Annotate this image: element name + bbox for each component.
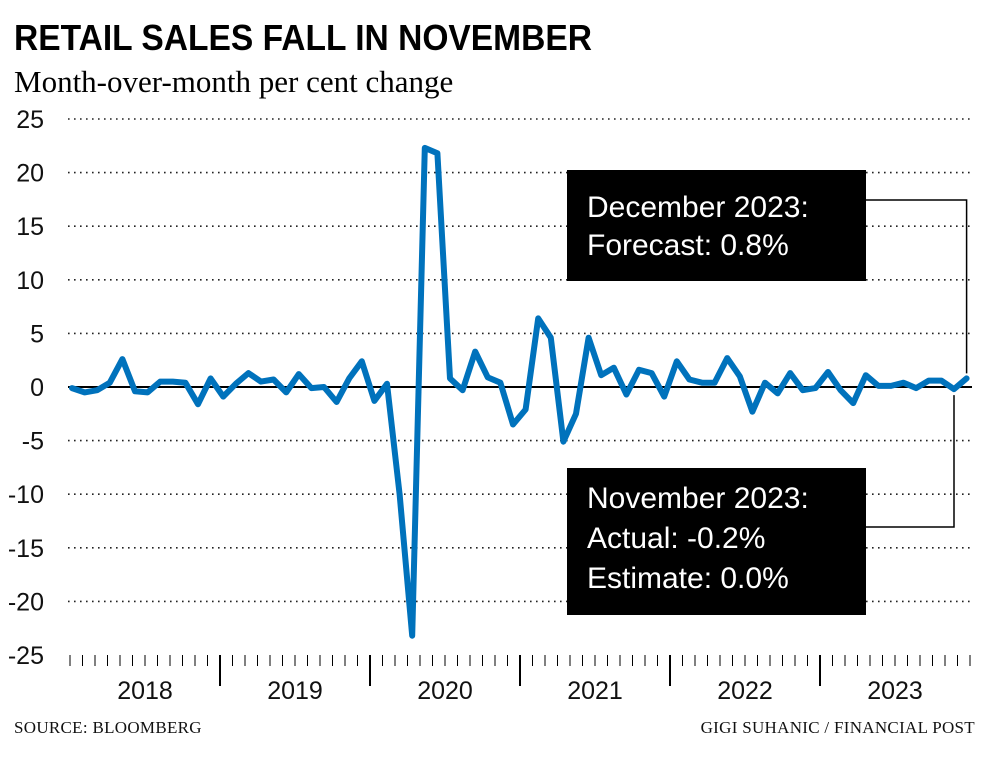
leader-line: [866, 199, 968, 374]
annotation-text: Actual: -0.2%: [587, 522, 765, 555]
x-tick-label: 2022: [717, 677, 773, 705]
y-axis: 25 20 15 10 5 0 -5 -10 -15 -20 -25: [8, 106, 44, 670]
data-points: [71, 147, 967, 636]
x-tick-label: 2019: [267, 677, 323, 705]
annotation-text: Estimate: 0.0%: [587, 562, 789, 595]
y-tick-label: 15: [16, 213, 44, 241]
chart-title: RETAIL SALES FALL IN NOVEMBER: [14, 17, 592, 58]
x-tick-label: 2021: [567, 677, 623, 705]
chart-subtitle: Month-over-month per cent change: [14, 64, 453, 99]
y-tick-label: -10: [8, 481, 44, 509]
y-tick-label: -5: [22, 428, 44, 456]
y-tick-label: 0: [30, 374, 44, 402]
x-tick-label: 2018: [117, 677, 173, 705]
y-tick-label: -15: [8, 535, 44, 563]
y-tick-label: 25: [16, 106, 44, 134]
credit-note: GIGI SUHANIC / FINANCIAL POST: [701, 718, 976, 737]
series-line: [69, 144, 970, 639]
annotation-text: November 2023:: [587, 482, 809, 515]
x-axis: 2018 2019 2020 2021 2022 2023: [69, 655, 971, 705]
gridlines: [68, 118, 972, 603]
y-tick-label: -20: [8, 588, 44, 616]
annotation-box: [567, 170, 866, 281]
y-tick-label: 20: [16, 160, 44, 188]
annotation-box: [567, 468, 866, 615]
leader-line: [866, 395, 955, 528]
x-tick-label: 2020: [417, 677, 473, 705]
y-tick-label: 10: [16, 267, 44, 295]
y-tick-label: -25: [8, 642, 44, 670]
annotation-text: December 2023:: [587, 191, 809, 224]
y-tick-label: 5: [30, 320, 44, 348]
annotation-text: Forecast: 0.8%: [587, 229, 789, 262]
x-tick-label: 2023: [867, 677, 923, 705]
source-note: SOURCE: BLOOMBERG: [14, 718, 202, 737]
annotations: December 2023: Forecast: 0.8% November 202…: [567, 170, 968, 615]
